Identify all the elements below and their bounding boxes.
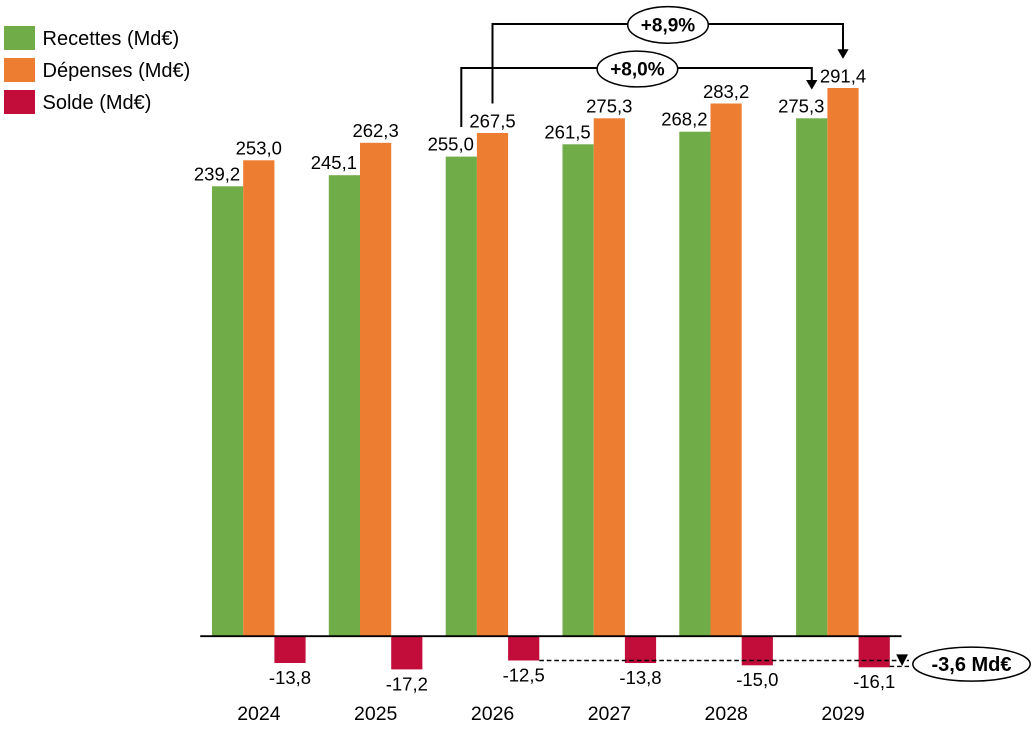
svg-text:2025: 2025 <box>354 703 398 725</box>
svg-text:283,2: 283,2 <box>703 81 749 102</box>
svg-text:-12,5: -12,5 <box>503 664 545 685</box>
svg-text:268,2: 268,2 <box>661 109 707 130</box>
svg-text:2028: 2028 <box>705 703 748 725</box>
svg-text:+8,0%: +8,0% <box>610 60 665 81</box>
svg-text:2029: 2029 <box>821 703 864 725</box>
svg-text:-13,8: -13,8 <box>619 667 661 688</box>
svg-text:275,3: 275,3 <box>778 95 824 116</box>
svg-text:2024: 2024 <box>237 703 281 725</box>
svg-text:2026: 2026 <box>471 703 514 725</box>
svg-text:Dépenses (Md€): Dépenses (Md€) <box>43 60 191 82</box>
svg-text:Solde (Md€): Solde (Md€) <box>43 92 152 114</box>
svg-text:255,0: 255,0 <box>428 134 474 155</box>
svg-text:253,0: 253,0 <box>236 138 282 159</box>
svg-text:291,4: 291,4 <box>820 65 866 86</box>
svg-text:-13,8: -13,8 <box>269 667 311 688</box>
svg-text:267,5: 267,5 <box>469 110 515 131</box>
svg-text:275,3: 275,3 <box>586 96 632 117</box>
svg-text:261,5: 261,5 <box>544 121 590 142</box>
svg-text:Recettes (Md€): Recettes (Md€) <box>43 28 180 50</box>
svg-text:-16,1: -16,1 <box>853 671 895 692</box>
svg-text:-17,2: -17,2 <box>386 673 428 694</box>
svg-text:239,2: 239,2 <box>194 163 240 184</box>
svg-text:262,3: 262,3 <box>352 120 398 141</box>
svg-text:-15,0: -15,0 <box>736 669 778 690</box>
svg-text:245,1: 245,1 <box>311 152 357 173</box>
svg-text:2027: 2027 <box>588 703 631 725</box>
svg-text:-3,6 Md€: -3,6 Md€ <box>931 654 1011 676</box>
svg-text:+8,9%: +8,9% <box>641 16 696 37</box>
